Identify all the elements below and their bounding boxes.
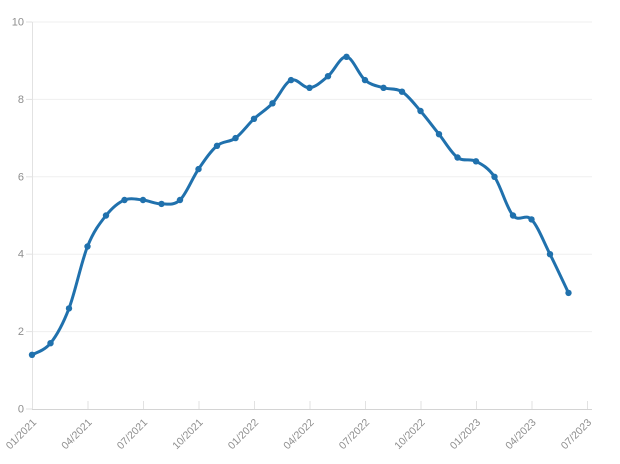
x-axis-label: 04/2023 [503,417,538,452]
y-axis-label: 6 [18,171,24,183]
x-axis-label: 01/2022 [226,417,261,452]
data-point-marker[interactable] [84,243,91,250]
data-point-marker[interactable] [361,76,369,84]
data-point-marker[interactable] [213,142,221,149]
data-point-marker[interactable] [121,196,128,204]
data-point-marker[interactable] [158,200,165,208]
data-point-marker[interactable] [435,131,443,138]
data-point-marker[interactable] [250,115,258,123]
data-point-marker[interactable] [565,289,572,297]
y-axis-label: 2 [18,326,24,338]
data-point-marker[interactable] [509,212,517,219]
data-point-marker[interactable] [269,100,276,107]
y-axis-label: 4 [18,249,24,261]
x-axis-labels-group: 01/2021 04/2021 07/2021 10/2021 01/2022 04/20… [4,417,594,452]
data-point-marker[interactable] [398,88,406,95]
data-point-marker[interactable] [491,173,498,180]
y-axis-label: 10 [12,17,24,29]
data-point-marker[interactable] [139,196,147,204]
x-axis-label: 01/2021 [4,417,39,452]
x-axis-label: 04/2021 [59,417,94,452]
x-axis-label: 04/2022 [281,417,316,452]
y-axis-labels-group: 0 2 4 6 8 10 [12,17,24,416]
data-point-marker[interactable] [232,134,239,142]
data-point-marker[interactable] [472,158,480,165]
data-point-marker[interactable] [380,84,387,92]
x-axis-label: 01/2023 [448,417,483,452]
data-point-marker[interactable] [417,107,424,115]
data-point-marker[interactable] [528,216,535,223]
y-axis-label: 0 [18,404,24,416]
series-line [30,55,570,357]
x-axis-label: 07/2023 [559,417,594,452]
data-point-marker[interactable] [47,340,54,347]
series-group [30,55,570,357]
data-point-marker[interactable] [546,251,554,258]
data-point-marker[interactable] [102,212,110,219]
data-point-marker[interactable] [324,73,332,80]
x-axis-label: 07/2021 [115,417,150,452]
data-point-marker[interactable] [306,84,313,92]
data-point-marker[interactable] [176,196,184,204]
x-axis-label: 10/2021 [170,417,205,452]
markers-group [28,53,572,358]
x-axis-label: 10/2022 [392,417,427,452]
data-point-marker[interactable] [65,305,73,312]
gridlines-group [32,21,592,333]
data-point-marker[interactable] [287,76,295,84]
data-point-marker[interactable] [28,351,36,358]
data-point-marker[interactable] [454,154,461,161]
y-axis-label: 8 [18,94,24,106]
axes-group [26,21,592,410]
x-axis-label: 07/2022 [337,417,372,452]
data-point-marker[interactable] [343,53,350,60]
data-point-marker[interactable] [195,165,202,173]
